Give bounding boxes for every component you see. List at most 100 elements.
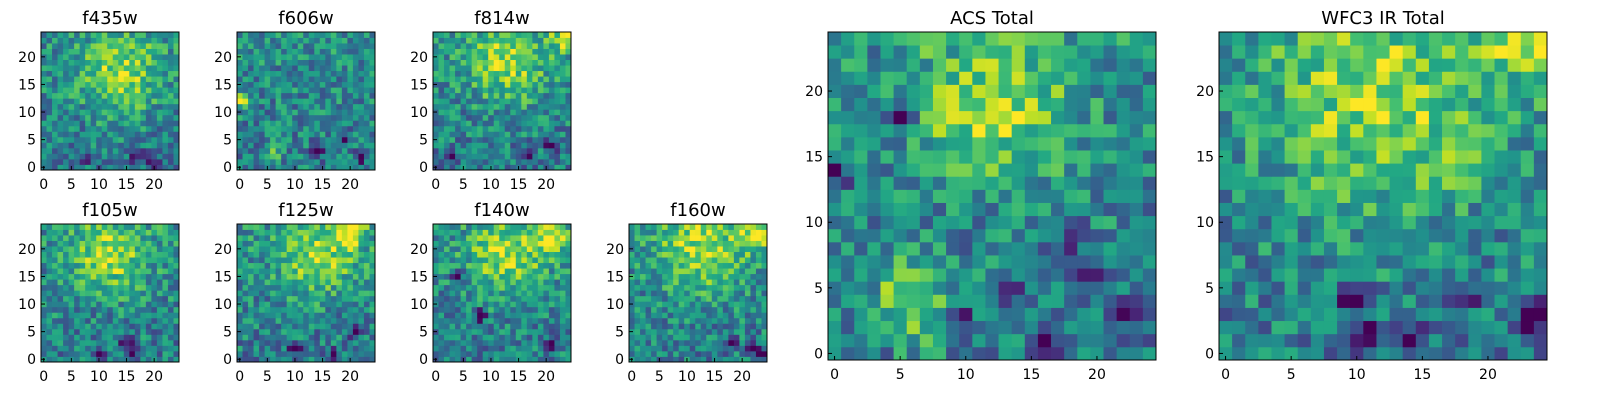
heatmap-cell [237, 229, 243, 236]
heatmap-cell [259, 235, 265, 241]
heatmap-cell [460, 59, 467, 66]
heatmap-cell [554, 32, 561, 38]
heatmap-cell [700, 323, 707, 330]
heatmap-cell [455, 229, 461, 236]
heatmap-cell [156, 147, 163, 154]
heatmap-cell [959, 176, 973, 190]
heatmap-cell [319, 334, 326, 341]
heatmap-cell [319, 312, 326, 319]
heatmap-cell [63, 262, 69, 269]
heatmap-cell [134, 306, 141, 313]
heatmap-cell [744, 295, 751, 302]
heatmap-cell [645, 279, 652, 286]
heatmap-cell [499, 54, 506, 60]
heatmap-cell [559, 87, 566, 94]
heatmap-cell [532, 279, 539, 286]
heatmap-cell [1142, 176, 1157, 190]
heatmap-cell [308, 142, 315, 149]
heatmap-cell [303, 103, 310, 110]
heatmap-cell [554, 131, 561, 138]
heatmap-cell [482, 92, 489, 99]
heatmap-cell [449, 312, 456, 319]
heatmap-cell [867, 333, 881, 348]
heatmap-cell [744, 240, 751, 247]
heatmap-cell [253, 147, 260, 154]
heatmap-cell [118, 312, 125, 319]
heatmap-cell [438, 48, 445, 55]
heatmap-cell [145, 229, 152, 236]
heatmap-cell [761, 328, 768, 335]
heatmap-cell [728, 301, 735, 308]
heatmap-cell [74, 257, 81, 264]
heatmap-cell [493, 120, 500, 127]
heatmap-cell [880, 150, 894, 164]
heatmap-cell [336, 334, 343, 341]
heatmap-cell [90, 32, 97, 38]
heatmap-cell [755, 356, 762, 363]
heatmap-cell [308, 301, 315, 308]
heatmap-cell [477, 114, 484, 121]
heatmap-cell [134, 37, 141, 44]
heatmap-cell [521, 268, 528, 275]
heatmap-cell [253, 43, 260, 49]
heatmap-cell [662, 356, 669, 363]
heatmap-cell [134, 356, 141, 363]
heatmap-cell [460, 158, 467, 165]
heatmap-cell [259, 229, 265, 236]
heatmap-cell [706, 356, 713, 363]
heatmap-cell [129, 229, 136, 236]
heatmap-cell [438, 32, 445, 38]
heatmap-cell [325, 350, 332, 357]
heatmap-cell [156, 312, 163, 319]
heatmap-cell [499, 98, 506, 105]
heatmap-cell [466, 158, 473, 165]
heatmap-cell [629, 262, 635, 269]
heatmap-cell [438, 240, 445, 247]
heatmap-cell [341, 153, 348, 160]
heatmap-cell [695, 301, 702, 308]
heatmap-cell [101, 92, 108, 99]
heatmap-cell [112, 114, 119, 121]
heatmap-cell [515, 339, 522, 346]
heatmap-cell [134, 81, 141, 88]
heatmap-cell [57, 120, 64, 127]
heatmap-cell [101, 345, 108, 352]
heatmap-cell [281, 339, 288, 346]
heatmap-cell [651, 262, 657, 269]
heatmap-cell [369, 240, 376, 247]
heatmap-cell [510, 295, 517, 302]
heatmap-cell [645, 301, 652, 308]
heatmap-cell [85, 37, 92, 44]
heatmap-cell [325, 59, 332, 66]
heatmap-cell [499, 356, 506, 363]
heatmap-cell [352, 284, 359, 291]
heatmap-cell [297, 103, 304, 110]
heatmap-cell [488, 158, 495, 165]
heatmap-cell [482, 251, 489, 258]
heatmap-cell [998, 294, 1013, 308]
heatmap-cell [444, 32, 450, 38]
heatmap-cell [96, 103, 103, 110]
heatmap-cell [341, 356, 348, 363]
heatmap-cell [68, 136, 75, 143]
heatmap-cell [90, 273, 97, 280]
heatmap-cell [651, 251, 657, 258]
heatmap-cell [1037, 320, 1052, 335]
heatmap-cell [455, 257, 461, 264]
heatmap-cell [433, 279, 439, 286]
heatmap-cell [63, 48, 69, 55]
heatmap-cell [444, 235, 450, 241]
heatmap-cell [336, 59, 343, 66]
heatmap-cell [854, 163, 868, 177]
heatmap-cell [85, 317, 92, 324]
heatmap-cell [504, 76, 511, 83]
heatmap-cell [438, 59, 445, 66]
heatmap-cell [706, 317, 713, 324]
heatmap-cell [559, 356, 566, 363]
heatmap-cell [336, 147, 343, 154]
x-tick-label: 20 [537, 369, 555, 385]
heatmap-cell [52, 235, 58, 241]
heatmap-cell [314, 81, 321, 88]
heatmap-cell [145, 235, 152, 241]
heatmap-cell [526, 153, 533, 160]
